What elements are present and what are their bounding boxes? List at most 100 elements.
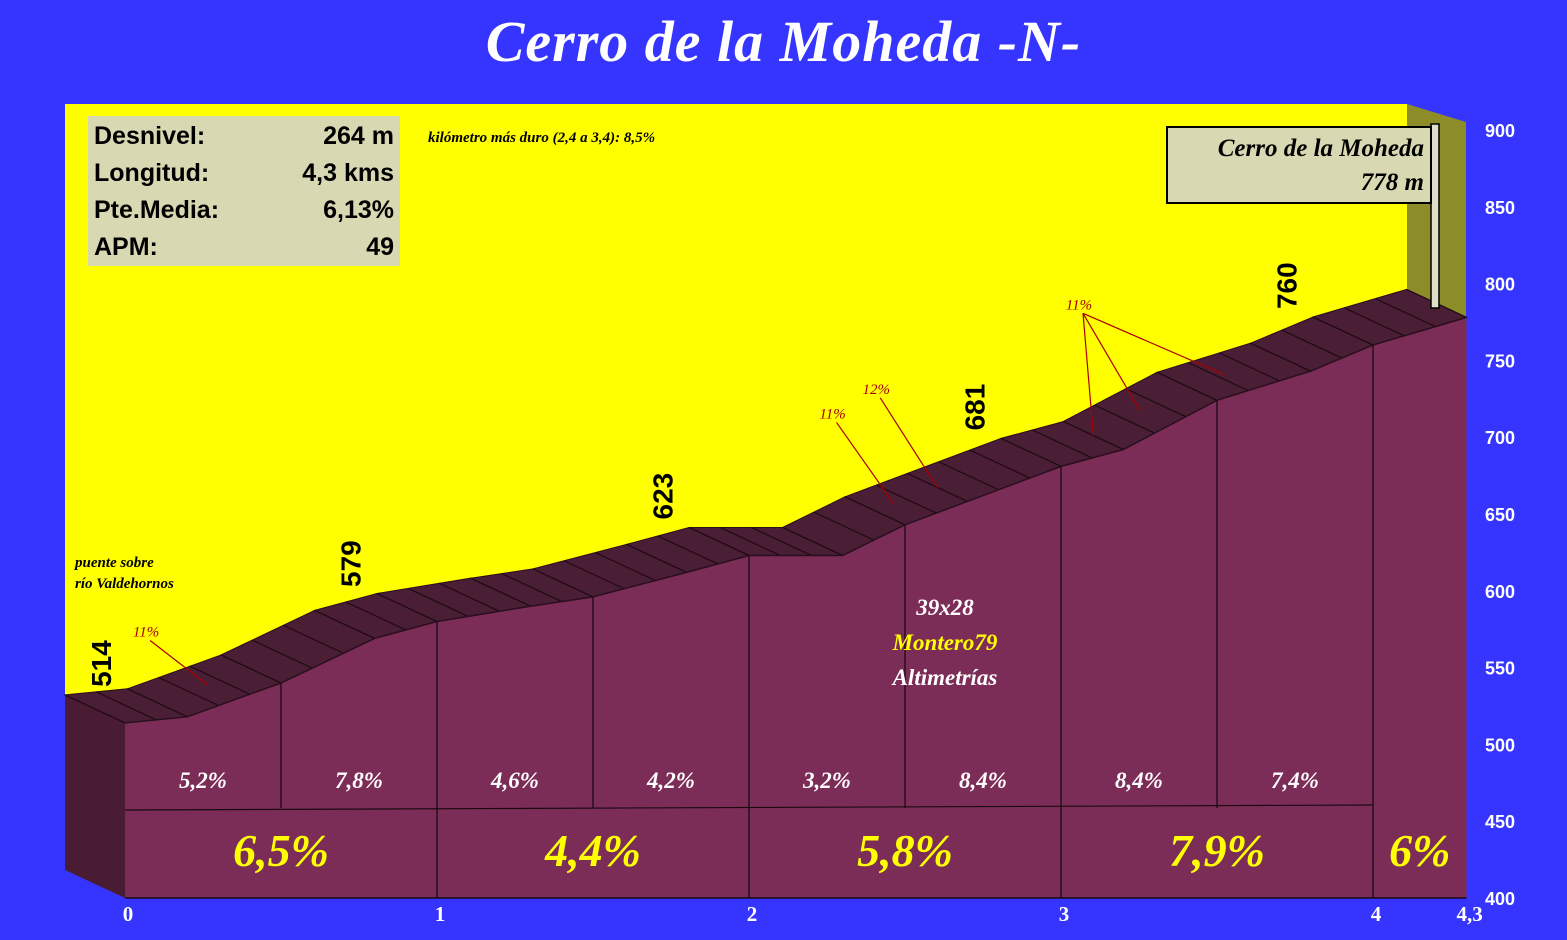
- km-gradient: 6,5%: [233, 825, 329, 876]
- strip-hatch: [345, 601, 407, 631]
- stat-longitud-value: 4,3 kms: [302, 159, 394, 187]
- y-tick-label: 400: [1485, 889, 1515, 909]
- start-label-line2: río Valdehornos: [75, 576, 174, 592]
- ramp-annotation: 11%: [819, 406, 845, 422]
- strip-hatch: [439, 582, 500, 612]
- ramp-annotation: 11%: [133, 625, 159, 641]
- half-km-gradient: 8,4%: [959, 768, 1007, 793]
- y-tick-label: 900: [1485, 121, 1515, 141]
- altitude-label: 579: [336, 540, 367, 587]
- altitude-label: 514: [86, 640, 117, 687]
- summit-name: Cerro de la Moheda: [1217, 135, 1424, 162]
- x-tick-label: 3: [1059, 902, 1070, 926]
- strip-hatch: [95, 691, 157, 721]
- start-point-label: puente sobre río Valdehornos: [75, 553, 174, 595]
- annotation-pointer: [1082, 312, 1225, 376]
- strip-hatch: [158, 676, 219, 707]
- annotation-pointer: [1082, 313, 1141, 412]
- stat-apm-value: 49: [366, 233, 394, 261]
- strip-hatch: [501, 573, 563, 603]
- strip-hatch: [626, 543, 687, 573]
- strip-hatch: [813, 511, 875, 541]
- strip-hatch: [1343, 307, 1405, 337]
- summit-post: [1430, 123, 1440, 309]
- credits-brand: Altimetrías: [892, 665, 998, 690]
- stat-pte-media: Pte.Media: 6,13%: [94, 192, 394, 229]
- km-gradient: 7,9%: [1169, 825, 1265, 876]
- half-km-gradient: 4,6%: [490, 768, 539, 793]
- strip-hatch: [407, 587, 469, 617]
- strip-hatch: [1000, 437, 1062, 467]
- summit-altitude: 778 m: [1360, 169, 1424, 196]
- strip-hatch: [719, 526, 781, 557]
- half-km-gradient: 8,4%: [1115, 768, 1163, 793]
- stat-longitud: Longitud: 4,3 kms: [94, 155, 394, 192]
- strip-hatch: [532, 568, 594, 598]
- stat-desnivel: Desnivel: 264 m: [94, 118, 394, 155]
- strip-hatch: [782, 526, 843, 557]
- altitude-label: 681: [960, 384, 991, 431]
- strip-hatch: [1156, 371, 1218, 401]
- annotation-pointer: [1082, 313, 1094, 436]
- half-km-gradient: 7,4%: [1271, 768, 1319, 793]
- strip-hatch: [1375, 298, 1436, 328]
- strip-hatch: [1219, 352, 1280, 382]
- stats-box: Desnivel: 264 m Longitud: 4,3 kms Pte.Me…: [88, 116, 400, 266]
- strip-hatch: [220, 654, 282, 684]
- y-tick-label: 450: [1485, 812, 1515, 832]
- stat-apm-label: APM:: [94, 233, 158, 261]
- annotation-pointer: [149, 640, 208, 686]
- strip-hatch: [127, 688, 188, 718]
- strip-hatch: [1187, 362, 1249, 392]
- altitude-label: 623: [648, 473, 679, 520]
- strip-hatch: [969, 449, 1031, 479]
- strip-hatch: [657, 535, 719, 565]
- credits-gear: 39x28: [916, 595, 974, 620]
- y-tick-label: 650: [1485, 505, 1515, 525]
- strip-hatch: [1281, 329, 1343, 359]
- strip-hatch: [1250, 342, 1311, 372]
- km-gradient: 4,4%: [544, 825, 641, 876]
- profile-left-side: [65, 694, 125, 898]
- strip-hatch: [563, 560, 625, 590]
- x-tick-label: 2: [747, 902, 758, 926]
- strip-hatch: [314, 609, 375, 639]
- annotation-pointer: [879, 397, 938, 488]
- strip-hatch: [1094, 404, 1155, 434]
- half-km-gradient: 3,2%: [802, 768, 851, 793]
- x-tick-label: 4: [1371, 902, 1382, 926]
- strip-hatch: [751, 526, 812, 557]
- km-gradient: 5,8%: [857, 825, 953, 876]
- strip-hatch: [1125, 388, 1187, 418]
- y-tick-label: 800: [1485, 275, 1515, 295]
- altitude-label: 760: [1272, 262, 1303, 309]
- y-tick-label: 500: [1485, 735, 1515, 755]
- hardest-km-note: kilómetro más duro (2,4 a 3,4): 8,5%: [428, 130, 656, 146]
- x-tick-label: 0: [123, 902, 134, 926]
- strip-hatch: [64, 694, 126, 724]
- km-gradient: 6%: [1389, 825, 1450, 876]
- strip-hatch: [283, 624, 344, 654]
- strip-hatch: [938, 461, 999, 491]
- strip-hatch: [1312, 316, 1374, 346]
- half-km-gradient: 5,2%: [179, 768, 227, 793]
- y-tick-label: 750: [1485, 351, 1515, 371]
- y-tick-label: 850: [1485, 198, 1515, 218]
- profile-front-face: [125, 317, 1467, 898]
- half-km-gradient: 4,2%: [646, 768, 695, 793]
- strip-hatch: [470, 577, 531, 607]
- ramp-annotation: 11%: [1066, 297, 1092, 313]
- stat-apm: APM: 49: [94, 229, 394, 266]
- summit-box: Cerro de la Moheda 778 m: [1166, 126, 1432, 204]
- y-tick-label: 600: [1485, 582, 1515, 602]
- strip-hatch: [595, 552, 656, 582]
- strip-hatch: [688, 526, 750, 557]
- strip-hatch: [875, 484, 937, 514]
- stat-desnivel-label: Desnivel:: [94, 122, 206, 150]
- stat-pte-label: Pte.Media:: [94, 196, 220, 224]
- annotation-pointer: [836, 422, 895, 505]
- ramp-annotation: 12%: [862, 382, 890, 398]
- x-tick-label: 4,3: [1456, 902, 1482, 926]
- credits: 39x28 Montero79 Altimetrías: [840, 590, 1050, 695]
